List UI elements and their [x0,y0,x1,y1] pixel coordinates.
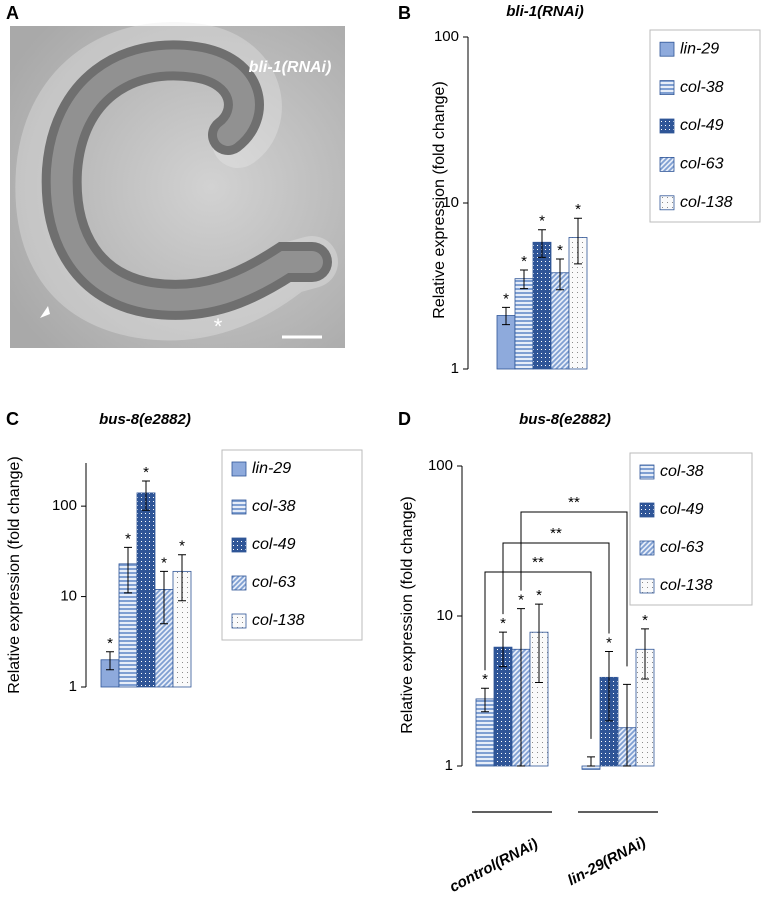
y-tick-label: 100 [52,497,77,514]
legend-swatch [639,578,655,594]
error-bar [124,546,132,594]
panel-label: D [398,409,411,429]
legend-label: col-63 [680,156,724,173]
legend-label: col-38 [252,498,296,515]
comparison-bracket [502,542,610,634]
group-label: lin-29(RNAi) [565,834,649,889]
error-bar [641,628,649,680]
legend-label: col-49 [660,501,704,518]
legend-swatch [659,195,675,211]
image-label: bli-1(RNAi) [249,59,332,76]
y-tick-label: 1 [69,678,77,695]
legend-label: col-63 [660,539,704,556]
significance-label: * [500,615,506,632]
legend-swatch [639,540,655,556]
y-tick-label: 10 [442,194,459,211]
legend-swatch [659,80,675,95]
comparison-bracket [484,571,592,739]
comparison-label: ** [550,525,562,542]
comparison-label: ** [532,554,544,571]
legend-swatch [639,464,655,480]
chart-title: bli-1(RNAi) [506,3,584,20]
significance-label: * [125,530,131,547]
legend-label: col-49 [252,536,296,553]
legend-swatch [659,118,675,134]
error-bar [106,651,114,671]
y-tick-label: 1 [451,360,459,377]
significance-label: * [143,464,149,481]
legend-label: col-138 [680,194,733,211]
significance-label: * [539,213,545,230]
significance-label: * [536,587,542,604]
legend-swatch [231,537,247,553]
panel-label: A [6,3,19,23]
significance-label: * [107,635,113,652]
legend-swatch [231,461,247,477]
chart-title: bus-8(e2882) [519,411,611,428]
bar [532,241,552,370]
legend-swatch [231,613,247,629]
significance-label: * [606,634,612,651]
significance-label: * [482,671,488,688]
error-bar [587,756,595,767]
error-bar [538,229,546,258]
legend-swatch [231,575,247,591]
y-axis-label: Relative expression (fold change) [399,496,416,733]
error-bar [499,631,507,668]
legend-swatch [659,41,675,57]
error-bar [574,217,582,265]
error-bar [605,650,613,722]
chart-title: bus-8(e2882) [99,411,191,428]
y-tick-label: 1 [445,757,453,774]
y-axis-label: Relative expression (fold change) [6,456,23,693]
y-tick-label: 10 [60,588,77,605]
legend-label: col-38 [680,79,724,96]
error-bar [517,608,525,767]
legend-swatch [639,502,655,518]
y-tick-label: 10 [436,607,453,624]
error-bar [160,570,168,625]
error-bar [535,603,543,684]
error-bar [142,480,150,511]
error-bar [623,683,631,767]
significance-label: * [521,253,527,270]
significance-label: * [503,290,509,307]
significance-label: * [575,201,581,218]
panel-label: B [398,3,411,23]
legend-label: lin-29 [252,460,291,477]
error-bar [556,258,564,291]
legend-label: col-138 [660,577,713,594]
error-bar [520,269,528,290]
bar [581,765,601,770]
legend-label: col-63 [252,574,296,591]
bar [136,492,156,688]
legend-label: col-138 [252,612,305,629]
bar [514,278,534,370]
legend-swatch [659,156,675,172]
error-bar [481,687,489,713]
comparison-bracket [520,511,628,667]
legend-swatch [231,499,247,515]
error-bar [502,306,510,326]
significance-label: * [557,242,563,259]
micrograph: * [10,22,345,348]
y-tick-label: 100 [434,28,459,45]
panel-label: C [6,409,19,429]
group-label: control(RNAi) [447,835,541,896]
significance-label: * [642,612,648,629]
svg-text:*: * [214,314,223,339]
significance-label: * [161,554,167,571]
legend-label: col-38 [660,463,704,480]
y-tick-label: 100 [428,457,453,474]
significance-label: * [518,592,524,609]
legend-label: col-49 [680,117,724,134]
comparison-label: ** [568,494,580,511]
y-axis-label: Relative expression (fold change) [431,81,448,318]
legend-label: lin-29 [680,40,719,57]
error-bar [178,554,186,602]
significance-label: * [179,538,185,555]
